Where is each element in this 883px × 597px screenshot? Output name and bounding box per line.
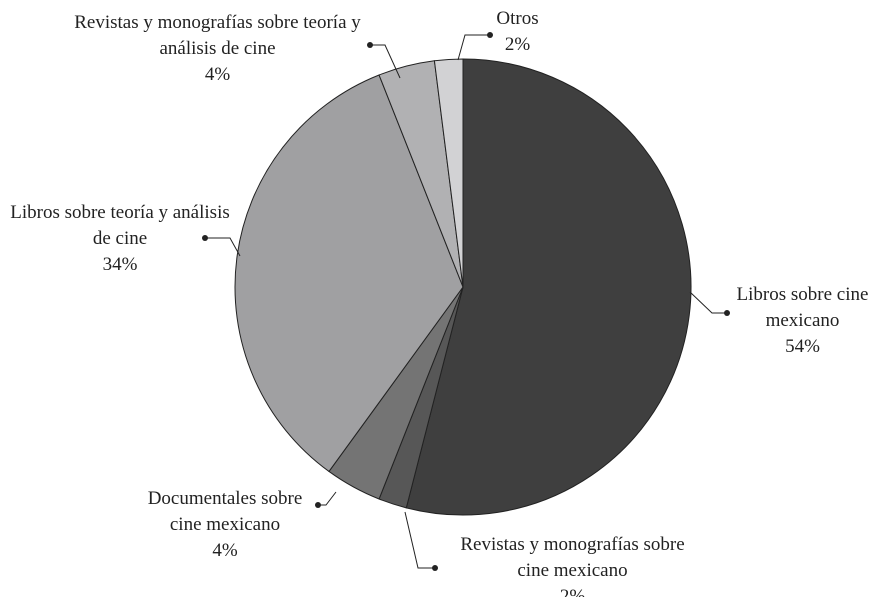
- slice-label: Otros 2%: [490, 6, 545, 58]
- value-label: 34%: [102, 254, 138, 275]
- leader-dot: [315, 502, 321, 508]
- leader-dot: [724, 310, 730, 316]
- leader-dot: [367, 42, 373, 48]
- value-label: 4%: [204, 64, 231, 85]
- slice-label: Revistas y monografías sobre cine mexica…: [455, 532, 690, 597]
- pie-slice: [433, 58, 464, 288]
- leader-line: [404, 511, 435, 569]
- pie-slice: [405, 58, 692, 516]
- leader-dot: [487, 32, 493, 38]
- slice-label: Revistas y monografías sobre teoría y an…: [70, 10, 365, 88]
- category-label: Otros: [496, 8, 539, 29]
- category-label: Libros sobre teoría y análisis de cine: [10, 202, 230, 249]
- leader-line: [457, 34, 490, 61]
- leader-line: [370, 44, 401, 79]
- leader-line: [318, 491, 337, 506]
- value-label: 54%: [785, 336, 820, 357]
- slice-label: Documentales sobre cine mexicano 4%: [130, 486, 320, 564]
- leader-line: [689, 291, 727, 314]
- value-label: 4%: [212, 540, 238, 561]
- slice-label: Libros sobre cine mexicano 54%: [735, 282, 870, 360]
- leader-dot: [432, 565, 438, 571]
- pie-slice: [234, 74, 464, 473]
- value-label: 2%: [504, 34, 531, 55]
- category-label: Revistas y monografías sobre teoría y an…: [74, 12, 361, 59]
- category-label: Revistas y monografías sobre cine mexica…: [460, 534, 685, 581]
- leader-line: [205, 237, 241, 257]
- category-label: Documentales sobre cine mexicano: [147, 488, 303, 535]
- category-label: Libros sobre cine mexicano: [736, 284, 869, 331]
- slice-label: Libros sobre teoría y análisis de cine 34…: [0, 200, 240, 278]
- leader-dot: [202, 235, 208, 241]
- value-label: 2%: [559, 586, 586, 597]
